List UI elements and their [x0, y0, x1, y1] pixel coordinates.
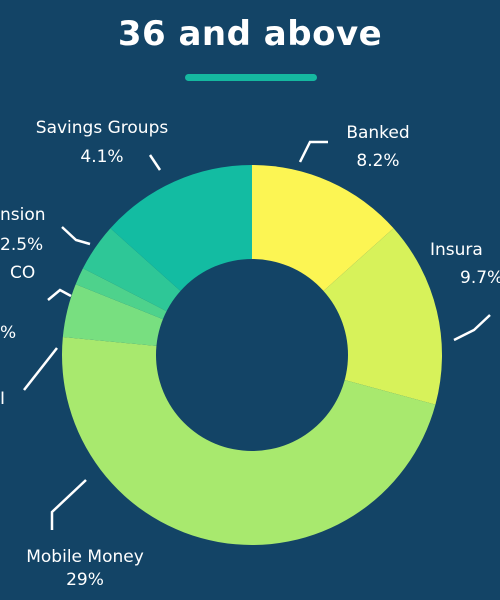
- chart-title: 36 and above: [117, 14, 383, 54]
- label-sacco-value: %: [0, 323, 16, 343]
- leader-banked: [298, 140, 328, 163]
- leader-mfi: [23, 347, 58, 391]
- label-pension-name: nsion: [0, 205, 46, 225]
- label-savings-groups-value: 4.1%: [80, 147, 123, 167]
- label-pension-value: 2.5%: [0, 235, 43, 255]
- donut-hole: [156, 259, 348, 451]
- leader-sacco: [47, 288, 72, 301]
- label-mobile-money-name: Mobile Money: [26, 547, 144, 567]
- title-underline: [185, 74, 317, 81]
- leader-insurance: [453, 314, 491, 342]
- label-sacco-name: CO: [10, 263, 35, 283]
- leader-pension: [61, 226, 91, 246]
- label-mobile-money-value: 29%: [66, 570, 104, 590]
- label-banked-name: Banked: [346, 123, 409, 143]
- leader-mobile-money: [50, 479, 87, 530]
- label-insurance-value: 9.7%: [460, 268, 500, 288]
- label-banked-value: 8.2%: [356, 151, 399, 171]
- label-insurance-name: Insura: [430, 240, 483, 260]
- leader-lines: [23, 140, 491, 530]
- label-savings-groups-name: Savings Groups: [36, 118, 169, 138]
- label-mfi-name: I: [0, 389, 5, 409]
- leader-savings-groups: [148, 154, 162, 171]
